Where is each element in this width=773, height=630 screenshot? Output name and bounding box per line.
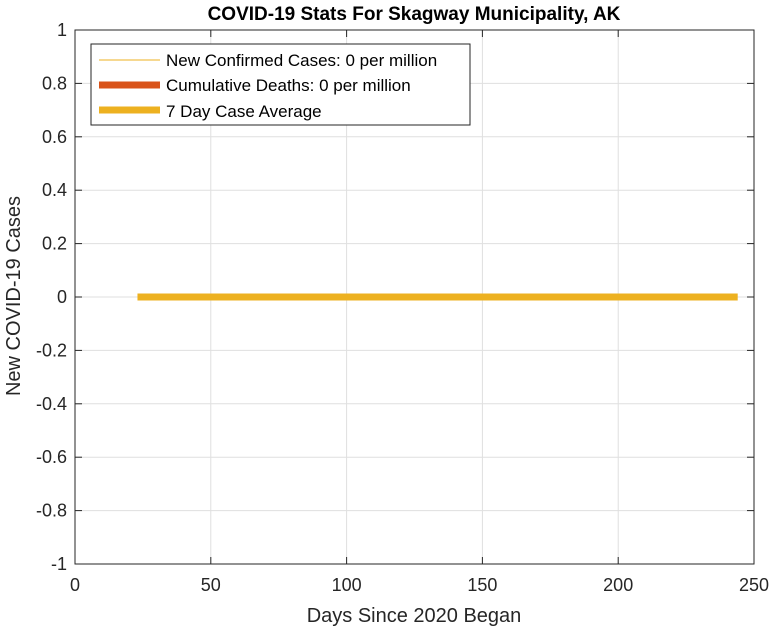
x-tick-label: 150 xyxy=(467,575,497,595)
x-tick-label: 250 xyxy=(739,575,769,595)
chart-title: COVID-19 Stats For Skagway Municipality,… xyxy=(208,4,621,25)
y-tick-label: -1 xyxy=(51,554,67,574)
legend-label-deaths: Cumulative Deaths: 0 per million xyxy=(166,76,411,95)
tick-labels: 0 50 100 150 200 250 -1 -0.8 -0.6 -0.4 -0.2 0 0.2 0.4… xyxy=(36,20,769,595)
y-tick-label: -0.8 xyxy=(36,501,67,521)
y-tick-label: -0.2 xyxy=(36,340,67,360)
y-axis-label: New COVID-19 Cases xyxy=(3,196,25,396)
x-tick-label: 0 xyxy=(70,575,80,595)
y-tick-label: 0 xyxy=(57,287,67,307)
y-tick-label: 0.2 xyxy=(42,234,67,254)
x-tick-label: 200 xyxy=(603,575,633,595)
legend-label-7day-avg: 7 Day Case Average xyxy=(166,102,322,121)
legend-label-new-cases: New Confirmed Cases: 0 per million xyxy=(166,51,437,70)
y-tick-label: -0.4 xyxy=(36,394,67,414)
x-tick-label: 50 xyxy=(201,575,221,595)
y-tick-label: 0.4 xyxy=(42,180,67,200)
legend: New Confirmed Cases: 0 per million Cumul… xyxy=(90,43,471,126)
x-tick-label: 100 xyxy=(332,575,362,595)
y-tick-label: 1 xyxy=(57,20,67,40)
y-tick-label: -0.6 xyxy=(36,447,67,467)
y-tick-label: 0.6 xyxy=(42,127,67,147)
y-tick-label: 0.8 xyxy=(42,73,67,93)
x-axis-label: Days Since 2020 Began xyxy=(307,605,522,627)
ticks xyxy=(74,29,755,565)
